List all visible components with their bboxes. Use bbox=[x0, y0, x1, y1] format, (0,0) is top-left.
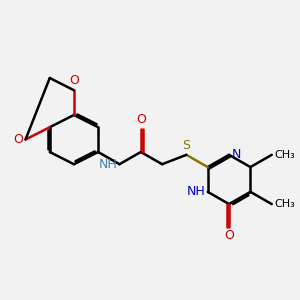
Text: O: O bbox=[224, 229, 234, 242]
Text: CH₃: CH₃ bbox=[274, 199, 295, 209]
Text: CH₃: CH₃ bbox=[274, 150, 295, 160]
Text: S: S bbox=[182, 139, 190, 152]
Text: O: O bbox=[14, 133, 23, 146]
Text: O: O bbox=[69, 74, 79, 87]
Text: NH: NH bbox=[187, 185, 206, 198]
Text: O: O bbox=[136, 113, 146, 126]
Text: N: N bbox=[231, 148, 241, 161]
Text: NH: NH bbox=[98, 158, 117, 171]
